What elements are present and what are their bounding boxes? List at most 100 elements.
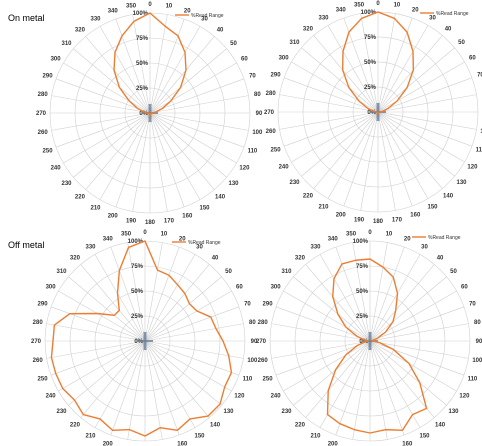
angle-tick-label: 250 [263,376,274,382]
angle-tick-label: 160 [410,212,421,218]
angle-tick-label: 180 [145,220,156,226]
series-point [176,429,178,431]
series-point [339,423,341,425]
grid-spoke [319,340,371,428]
series-point [356,345,358,347]
angle-tick-label: 250 [43,148,54,154]
angle-tick-label: 190 [354,217,365,223]
series-point [327,390,329,392]
grid-spoke [279,94,379,113]
angle-tick-label: 220 [75,195,86,201]
grid-spoke [275,306,371,342]
angle-tick-label: 100 [247,358,258,364]
angle-tick-label: 90 [251,339,258,345]
angle-tick-label: 280 [33,320,44,326]
series-point [149,114,151,116]
center-marker [142,112,158,114]
polar-chart-off-metal-left: 0 10 20 30 40 50 60 70 80 90 100 110 120 130 140 150 160… [31,230,258,446]
angle-tick-label: 90 [256,111,263,117]
series-point [224,386,226,388]
center-marker [362,340,378,342]
grid-spoke [144,246,180,342]
grid-spoke [377,35,443,113]
angle-tick-label: 80 [254,92,261,98]
series-point [396,100,398,102]
grid-spoke [127,340,146,440]
grid-spoke [68,340,146,406]
angle-tick-label: 220 [295,423,306,429]
angle-tick-label: 30 [201,17,208,23]
angle-tick-label: 220 [303,194,314,200]
series-point [114,51,116,53]
grid-spoke [377,94,477,113]
radial-tick-label: 50% [136,61,149,67]
grid-spoke [377,77,473,113]
series-point [96,313,98,314]
series-point [358,100,360,102]
angle-tick-label: 90 [476,339,482,345]
series-point [345,354,347,356]
angle-tick-label: 50 [230,41,237,47]
angle-tick-label: 260 [266,129,277,135]
series-point [387,107,389,109]
series-point [355,259,357,261]
angle-tick-label: 160 [402,441,413,446]
series-point [74,399,76,401]
grid-spoke [319,254,371,342]
grid-spoke [369,340,421,428]
series-point [113,69,115,71]
series-point [128,246,129,248]
angle-tick-label: 120 [467,165,478,171]
angle-tick-label: 210 [310,433,321,439]
angle-tick-label: 200 [103,441,114,446]
grid-spoke [63,112,151,164]
polar-chart-on-metal-right: 0102030405060708090100110120130140150160… [264,1,482,225]
grid-spoke [85,36,151,114]
angle-tick-label: 180 [373,219,384,225]
grid-spoke [377,25,429,113]
angle-tick-label: 0 [148,2,152,8]
series-point [118,309,120,311]
series-point [333,278,335,280]
series-point [164,25,166,27]
grid-spoke [149,112,185,208]
angle-tick-label: 290 [263,302,274,308]
series-point [426,407,428,409]
grid-spoke [377,111,473,147]
grid-spoke [73,112,151,178]
angle-tick-label: 250 [271,147,282,153]
angle-tick-label: 330 [85,245,96,251]
angle-tick-label: 50 [450,269,457,275]
angle-tick-label: 210 [85,433,96,439]
grid-spoke [369,340,388,440]
angle-tick-label: 0 [376,1,380,7]
radial-tick-label: 75% [131,264,144,270]
grid-spoke [291,111,379,163]
angle-tick-label: 330 [310,245,321,251]
series-point [382,110,384,112]
series-point [168,274,170,276]
series-point [82,414,84,416]
grid-spoke [369,264,435,342]
grid-spoke [369,340,405,436]
series-point [177,284,178,286]
angle-tick-label: 210 [318,204,329,210]
series-point [364,341,366,343]
series-point [379,111,381,113]
angle-tick-label: 200 [108,213,119,219]
series-point [397,292,398,294]
series-point [412,414,413,416]
series-point [348,31,350,33]
angle-tick-label: 140 [210,423,221,429]
angle-tick-label: 220 [70,423,81,429]
series-point [149,115,151,117]
angle-tick-label: 350 [346,232,357,238]
series-point [185,69,187,71]
series-point [215,328,217,329]
grid-spoke [132,112,151,212]
series-point [371,340,373,342]
grid-spoke [305,340,371,418]
angle-tick-label: 240 [51,166,62,172]
series-point [361,17,362,19]
